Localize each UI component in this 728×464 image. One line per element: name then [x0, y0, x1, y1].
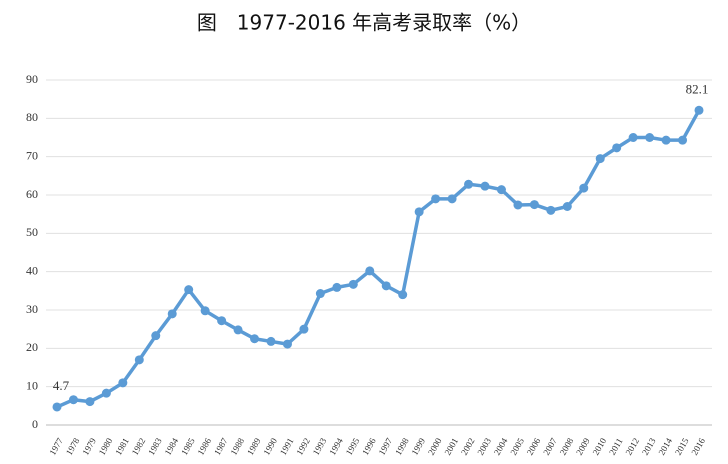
x-tick-label: 1999: [410, 436, 428, 457]
x-tick-label: 2005: [508, 436, 526, 457]
point: [595, 154, 605, 164]
chart-title: 图 1977-2016 年高考录取率（%）: [197, 11, 531, 35]
point: [628, 133, 638, 142]
point: [134, 355, 144, 365]
point: [414, 207, 424, 217]
y-tick-label: 70: [26, 148, 38, 162]
x-tick-label: 2002: [459, 436, 477, 457]
x-tick-label: 2001: [442, 436, 460, 457]
x-tick-label: 1988: [228, 436, 246, 457]
point: [398, 290, 408, 300]
x-tick-label: 1981: [113, 436, 131, 457]
y-tick-label: 50: [26, 225, 38, 239]
point: [348, 279, 358, 289]
x-tick-label: 1996: [360, 436, 378, 457]
x-tick-label: 1978: [64, 436, 82, 457]
point: [118, 378, 128, 388]
point: [661, 135, 671, 145]
y-tick-label: 80: [26, 110, 38, 124]
x-tick-label: 1982: [130, 436, 148, 457]
point: [645, 133, 655, 142]
y-tick-label: 10: [26, 378, 38, 392]
x-tick-label: 1993: [311, 436, 329, 457]
x-tick-label: 2009: [574, 436, 592, 457]
x-tick-label: 1998: [393, 436, 411, 457]
point: [496, 185, 506, 195]
point: [365, 266, 375, 276]
point: [612, 143, 622, 153]
x-tick-label: 2010: [591, 436, 609, 457]
x-tick-label: 1991: [278, 436, 296, 457]
x-tick-label: 1995: [344, 436, 362, 457]
x-tick-label: 1989: [245, 436, 263, 457]
x-tick-label: 1997: [377, 436, 395, 457]
x-tick-label: 2016: [689, 436, 707, 457]
x-tick-label: 2000: [426, 436, 444, 457]
point: [447, 194, 457, 204]
line: [56, 109, 701, 409]
y-tick-label: 40: [26, 263, 38, 277]
point: [315, 289, 325, 299]
x-tick-label: 1987: [212, 436, 230, 457]
x-tick-label: 1984: [163, 436, 181, 457]
point: [282, 339, 292, 349]
x-tick-label: 2003: [475, 436, 493, 457]
x-tick-label: 1977: [47, 436, 65, 457]
point: [52, 402, 62, 412]
x-tick-label: 1994: [327, 436, 345, 457]
x-tick-label: 2012: [624, 436, 642, 457]
point: [332, 282, 342, 292]
x-tick-label: 2015: [673, 436, 691, 457]
x-tick-label: 2014: [656, 436, 674, 457]
x-tick-label: 2006: [525, 436, 543, 457]
x-tick-label: 1990: [261, 436, 279, 457]
x-tick-label: 1985: [179, 436, 197, 457]
point: [167, 309, 177, 319]
x-tick-label: 1979: [80, 436, 98, 457]
point: [233, 325, 243, 335]
point: [101, 388, 111, 398]
point: [266, 336, 276, 346]
x-tick-label: 1986: [196, 436, 214, 457]
y-tick-label: 30: [26, 302, 38, 316]
point: [200, 306, 210, 316]
x-tick-label: 2013: [640, 436, 658, 457]
point: [151, 331, 161, 341]
x-tick-label: 2004: [492, 436, 510, 457]
x-tick-label: 1983: [146, 436, 164, 457]
point: [250, 334, 260, 344]
point: [184, 285, 194, 295]
point: [464, 179, 474, 189]
x-tick-label: 2011: [607, 436, 624, 456]
point: [85, 397, 95, 407]
point: [678, 135, 688, 145]
y-tick-label: 20: [26, 340, 38, 354]
point: [480, 181, 490, 191]
point: [579, 183, 589, 193]
data-label: 82.1: [686, 81, 709, 96]
point: [431, 194, 441, 204]
point: [562, 202, 572, 211]
data-label: 4.7: [53, 378, 70, 393]
point: [217, 316, 227, 326]
x-tick-label: 1980: [97, 436, 115, 457]
point: [68, 395, 78, 405]
point: [299, 324, 309, 334]
x-tick-label: 1992: [294, 436, 312, 457]
point: [694, 105, 704, 115]
point: [381, 281, 391, 291]
x-tick-label: 2008: [558, 436, 576, 457]
point: [546, 205, 556, 215]
point: [529, 200, 539, 210]
y-tick-label: 0: [32, 417, 38, 431]
y-tick-label: 90: [26, 72, 38, 86]
point: [513, 200, 523, 210]
x-tick-label: 2007: [541, 436, 559, 457]
y-tick-label: 60: [26, 187, 38, 201]
